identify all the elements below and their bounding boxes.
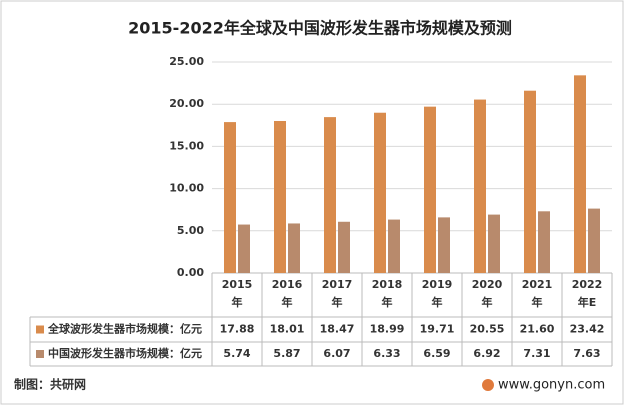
legend-swatch bbox=[36, 325, 44, 334]
table-cell: 6.59 bbox=[423, 347, 450, 360]
table-cell: 6.92 bbox=[473, 347, 500, 360]
table-cell: 19.71 bbox=[420, 323, 455, 336]
bar bbox=[538, 211, 550, 273]
table-cell: 7.63 bbox=[573, 347, 600, 360]
x-tick-label: 2019年 bbox=[421, 278, 453, 309]
legend-swatch bbox=[36, 350, 44, 358]
table-cell: 23.42 bbox=[570, 323, 605, 336]
x-tick-label: 2018年 bbox=[371, 278, 403, 309]
y-tick-label: 15.00 bbox=[169, 139, 204, 152]
bar bbox=[588, 208, 600, 273]
table-cell: 6.07 bbox=[323, 347, 350, 360]
y-tick-label: 5.00 bbox=[177, 224, 204, 237]
bar bbox=[338, 221, 350, 273]
x-tick-label: 2021年 bbox=[521, 278, 553, 309]
bar bbox=[424, 106, 436, 273]
bar bbox=[224, 122, 236, 273]
x-tick-label: 2016年 bbox=[271, 278, 303, 309]
bar bbox=[324, 117, 336, 274]
table-cell: 18.99 bbox=[370, 323, 405, 336]
source: 制图：共研网 bbox=[14, 377, 86, 392]
legend-label: 全球波形发生器市场规模：亿元 bbox=[47, 322, 202, 336]
x-tick-label: 2022年E bbox=[571, 278, 603, 309]
x-tick-label: 2015年 bbox=[221, 278, 253, 309]
website: www.gonyn.com bbox=[498, 378, 605, 393]
x-tick-label: 2020年 bbox=[471, 278, 503, 309]
logo-icon bbox=[482, 379, 494, 391]
table-cell: 18.47 bbox=[320, 323, 355, 336]
y-tick-label: 0.00 bbox=[177, 266, 204, 279]
table-cell: 20.55 bbox=[470, 323, 505, 336]
bar bbox=[574, 75, 586, 273]
bar bbox=[238, 224, 250, 273]
y-tick-label: 10.00 bbox=[169, 182, 204, 195]
table-cell: 5.74 bbox=[223, 347, 250, 360]
table-cell: 18.01 bbox=[270, 323, 305, 336]
table-cell: 6.33 bbox=[373, 347, 400, 360]
y-tick-label: 20.00 bbox=[169, 97, 204, 110]
bar bbox=[288, 223, 300, 273]
bar bbox=[488, 214, 500, 273]
bar bbox=[388, 219, 400, 273]
x-tick-label: 2017年 bbox=[321, 278, 353, 309]
table-cell: 5.87 bbox=[273, 347, 300, 360]
table-cell: 17.88 bbox=[220, 323, 255, 336]
bar bbox=[474, 99, 486, 273]
bar bbox=[274, 120, 286, 273]
table-cell: 21.60 bbox=[520, 323, 555, 336]
y-tick-label: 25.00 bbox=[169, 55, 204, 68]
bar bbox=[374, 112, 386, 274]
bar bbox=[438, 217, 450, 273]
bar bbox=[524, 90, 536, 273]
table-cell: 7.31 bbox=[523, 347, 550, 360]
legend-label: 中国波形发生器市场规模：亿元 bbox=[48, 346, 202, 360]
chart-title: 2015-2022年全球及中国波形发生器市场规模及预测 bbox=[128, 19, 512, 38]
